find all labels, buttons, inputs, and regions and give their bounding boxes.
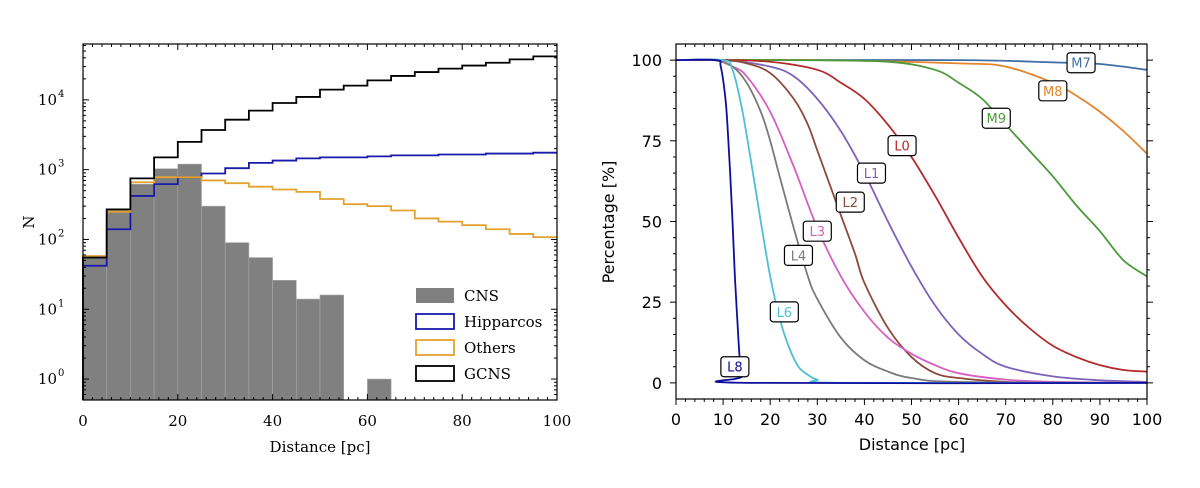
- l4-curve: [675, 58, 1148, 384]
- y-tick-exponent: 4: [58, 89, 64, 100]
- m7-label-box: [1066, 52, 1096, 74]
- cns-bar: [106, 209, 131, 401]
- y-tick-label: 10: [38, 161, 57, 179]
- hipparcos-step-line: [82, 151, 557, 400]
- m8-label: M8: [1043, 85, 1063, 100]
- histogram-x-axis-label: Distance [pc]: [270, 438, 371, 456]
- l2-label: L2: [843, 196, 859, 211]
- x-tick-label: 60: [948, 410, 968, 429]
- m8-label-box: [1038, 80, 1068, 102]
- x-tick-label: 100: [543, 412, 572, 430]
- legend-swatch-gcns: [415, 365, 455, 382]
- x-tick-label: 20: [760, 410, 780, 429]
- cns-bar: [295, 298, 321, 401]
- x-tick-label: 0: [78, 412, 88, 430]
- gcns-step-line: [82, 55, 557, 400]
- x-tick-label: 0: [671, 410, 681, 429]
- y-tick-exponent: 3: [58, 159, 64, 170]
- legend-swatch-cns: [416, 288, 454, 303]
- l0-curve: [675, 59, 1148, 373]
- y-tick-label: 25: [642, 293, 662, 312]
- completeness-x-axis-label: Distance [pc]: [859, 435, 965, 454]
- y-tick-label: 0: [652, 374, 662, 393]
- cns-bar: [248, 257, 273, 401]
- x-tick-label: 40: [854, 410, 874, 429]
- x-tick-label: 40: [263, 412, 282, 430]
- legend-swatch-hipparcos: [415, 313, 455, 330]
- x-tick-label: 10: [713, 410, 733, 429]
- l0-label: L0: [894, 140, 910, 155]
- x-tick-label: 50: [901, 410, 921, 429]
- y-tick-label: 10: [38, 370, 57, 388]
- legend-label-cns: CNS: [464, 287, 499, 305]
- l8-curve: [675, 58, 1148, 385]
- l4-label-box: [783, 244, 814, 266]
- m9-curve: [675, 59, 1148, 278]
- cns-bar: [130, 183, 155, 401]
- l4-label: L4: [791, 249, 807, 264]
- l8-label: L8: [727, 361, 743, 376]
- y-tick-label: 10: [38, 230, 57, 248]
- y-tick-label: 10: [38, 300, 57, 318]
- l0-label-box: [887, 135, 917, 157]
- histogram-legend: CNS Hipparcos Others GCNS: [415, 287, 542, 383]
- l8-label-box: [720, 356, 750, 378]
- completeness-ticks: 0 10 20 30 40 50 60 70 80 90 100 0 25 50 75 100: [631, 44, 1162, 429]
- l6-curve: [675, 58, 1148, 385]
- x-tick-label: 80: [1043, 410, 1063, 429]
- x-tick-label: 70: [996, 410, 1016, 429]
- l1-label: L1: [864, 167, 880, 182]
- x-tick-label: 20: [168, 412, 187, 430]
- y-tick-label: 100: [631, 51, 662, 70]
- l6-label: L6: [777, 306, 793, 321]
- cns-bar: [201, 205, 226, 401]
- m9-label: M9: [987, 112, 1007, 127]
- x-tick-label: 90: [1090, 410, 1110, 429]
- legend-label-hipparcos: Hipparcos: [464, 313, 542, 331]
- x-tick-label: 60: [358, 412, 377, 430]
- cns-bar: [153, 168, 179, 401]
- l6-label-box: [769, 301, 799, 323]
- l3-label: L3: [810, 225, 826, 240]
- cns-bar: [319, 294, 345, 401]
- completeness-y-axis-label: Percentage [%]: [599, 161, 618, 284]
- legend-label-others: Others: [464, 339, 516, 357]
- y-tick-exponent: 2: [58, 228, 64, 239]
- y-tick-label: 50: [642, 213, 662, 232]
- legend-label-gcns: GCNS: [464, 365, 511, 383]
- l2-label-box: [835, 191, 865, 213]
- l3-label-box: [802, 220, 832, 242]
- x-tick-label: 80: [453, 412, 472, 430]
- completeness-frame: [675, 43, 1148, 400]
- histogram-y-axis-label: N: [20, 215, 38, 228]
- m9-label-box: [981, 107, 1011, 129]
- cns-bar: [367, 378, 392, 401]
- x-tick-label: 30: [807, 410, 827, 429]
- completeness-plot-area: [675, 58, 1148, 385]
- x-tick-label: 100: [1132, 410, 1163, 429]
- cns-bar: [272, 279, 297, 401]
- l2-curve: [675, 59, 1148, 384]
- y-tick-label: 10: [38, 91, 57, 109]
- l1-label-box: [856, 162, 887, 184]
- others-step-line: [82, 176, 557, 400]
- cns-bar: [224, 242, 250, 401]
- y-tick-label: 75: [642, 132, 662, 151]
- cns-bar: [177, 163, 202, 401]
- m7-label: M7: [1071, 57, 1091, 72]
- y-tick-exponent: 1: [58, 298, 64, 309]
- legend-swatch-others: [415, 339, 455, 356]
- l3-curve: [675, 58, 1148, 384]
- y-tick-exponent: 0: [58, 368, 64, 379]
- l1-curve: [675, 58, 1148, 383]
- histogram-plot-area: [82, 55, 557, 401]
